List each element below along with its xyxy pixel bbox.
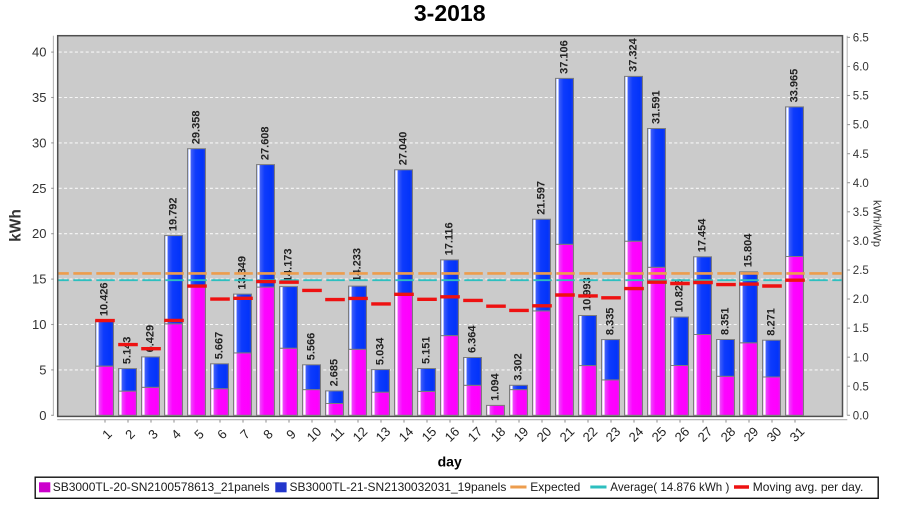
svg-text:3-2018: 3-2018 — [414, 0, 486, 26]
svg-text:30: 30 — [32, 135, 46, 150]
svg-text:8.271: 8.271 — [766, 308, 778, 336]
svg-text:6.5: 6.5 — [853, 33, 869, 45]
svg-text:5.034: 5.034 — [375, 337, 387, 365]
svg-text:1.0: 1.0 — [853, 352, 869, 364]
svg-text:6.0: 6.0 — [853, 62, 869, 74]
svg-text:Moving avg. per day.: Moving avg. per day. — [753, 480, 864, 494]
svg-text:2.5: 2.5 — [853, 265, 869, 277]
svg-text:20: 20 — [32, 226, 46, 241]
svg-text:4.5: 4.5 — [853, 149, 869, 161]
svg-text:5.0: 5.0 — [853, 120, 869, 132]
svg-text:10: 10 — [32, 317, 46, 332]
svg-text:10.826: 10.826 — [674, 279, 686, 313]
svg-text:15.804: 15.804 — [743, 233, 755, 268]
svg-text:21.597: 21.597 — [536, 181, 548, 215]
svg-text:5.143: 5.143 — [122, 337, 134, 365]
svg-text:40: 40 — [32, 45, 46, 60]
svg-text:2.0: 2.0 — [853, 294, 869, 306]
svg-text:0.0: 0.0 — [853, 410, 869, 422]
svg-text:8.351: 8.351 — [720, 307, 732, 335]
svg-text:1.5: 1.5 — [853, 323, 869, 335]
svg-text:8.335: 8.335 — [605, 308, 617, 336]
svg-text:29.358: 29.358 — [191, 111, 203, 145]
svg-text:kWh/kWp: kWh/kWp — [871, 200, 883, 247]
svg-text:31.591: 31.591 — [651, 90, 663, 124]
svg-text:37.106: 37.106 — [559, 40, 571, 74]
svg-text:15: 15 — [32, 272, 46, 287]
svg-text:3.302: 3.302 — [513, 353, 525, 381]
svg-text:27.040: 27.040 — [398, 132, 410, 166]
svg-text:2.685: 2.685 — [329, 359, 341, 387]
svg-text:35: 35 — [32, 90, 46, 105]
svg-text:5.566: 5.566 — [306, 333, 318, 361]
svg-text:33.965: 33.965 — [789, 69, 801, 103]
svg-text:25: 25 — [32, 181, 46, 196]
svg-text:kWh: kWh — [7, 209, 24, 242]
svg-text:10.993: 10.993 — [582, 277, 594, 311]
svg-text:3.5: 3.5 — [853, 207, 869, 219]
svg-text:37.324: 37.324 — [628, 37, 640, 72]
svg-text:6.429: 6.429 — [145, 325, 157, 353]
svg-text:5: 5 — [39, 362, 46, 377]
svg-text:14.233: 14.233 — [352, 248, 364, 282]
svg-text:SB3000TL-21-SN2130032031_19pan: SB3000TL-21-SN2130032031_19panels — [290, 480, 507, 494]
svg-text:0: 0 — [39, 408, 46, 423]
svg-text:day: day — [438, 454, 462, 470]
svg-text:19.792: 19.792 — [168, 197, 180, 231]
svg-text:1.094: 1.094 — [490, 372, 502, 400]
svg-text:4.0: 4.0 — [853, 178, 869, 190]
svg-text:3.0: 3.0 — [853, 236, 869, 248]
svg-text:10.426: 10.426 — [99, 282, 111, 316]
svg-text:17.116: 17.116 — [444, 222, 456, 255]
svg-text:5.667: 5.667 — [214, 332, 226, 360]
svg-text:14.173: 14.173 — [283, 248, 295, 282]
svg-text:Average( 14.876 kWh ): Average( 14.876 kWh ) — [610, 481, 729, 494]
svg-text:6.364: 6.364 — [467, 325, 479, 353]
svg-text:5.5: 5.5 — [853, 91, 869, 103]
svg-text:0.5: 0.5 — [853, 381, 869, 393]
svg-text:5.151: 5.151 — [421, 336, 433, 364]
svg-text:27.608: 27.608 — [260, 126, 272, 160]
svg-text:SB3000TL-20-SN2100578613_21pan: SB3000TL-20-SN2100578613_21panels — [53, 480, 270, 494]
svg-text:Expected: Expected — [530, 480, 580, 494]
svg-text:17.454: 17.454 — [697, 218, 709, 253]
